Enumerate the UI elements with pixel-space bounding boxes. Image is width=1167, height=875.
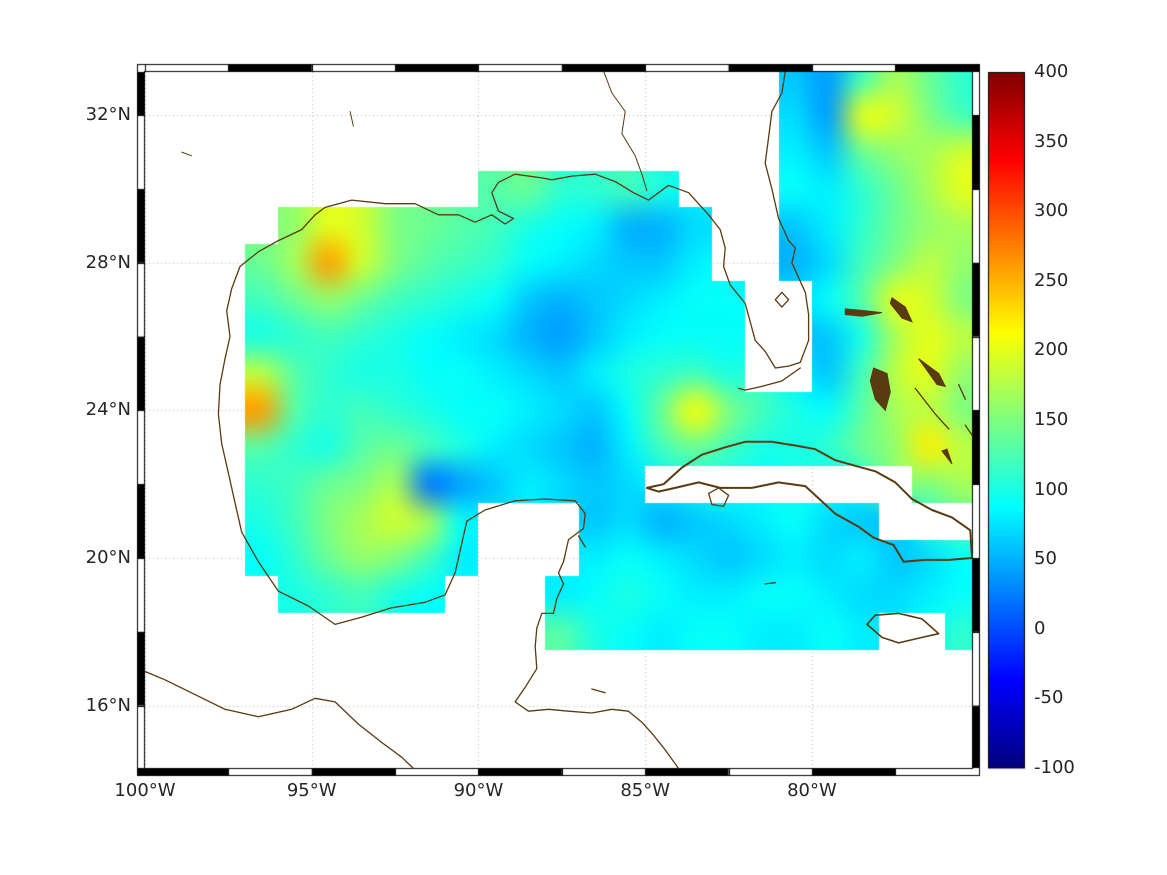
y-tick-label: 24°N xyxy=(85,399,131,421)
y-tick-label: 32°N xyxy=(85,104,131,126)
x-tick-label: 95°W xyxy=(286,780,337,801)
x-tick-label: 100°W xyxy=(114,780,176,801)
y-tick-label: 20°N xyxy=(85,547,131,569)
y-tick-label: 28°N xyxy=(85,251,131,273)
y-tick-label: 16°N xyxy=(85,694,131,716)
colorbar-tick-label: 0 xyxy=(1034,617,1046,639)
colorbar-tick-label: 50 xyxy=(1034,548,1057,570)
colorbar-tick-label: -50 xyxy=(1034,687,1064,709)
x-tick-label: 80°W xyxy=(787,780,837,801)
colorbar-tick-label: 350 xyxy=(1034,130,1069,152)
x-tick-label: 90°W xyxy=(453,780,504,801)
x-tick-label: 85°W xyxy=(620,780,671,801)
colorbar-tick-label: 400 xyxy=(1034,61,1069,82)
colorbar-tick-label: 300 xyxy=(1034,200,1069,222)
colorbar-tick-label: 200 xyxy=(1034,339,1069,361)
colorbar-tick-label: 150 xyxy=(1034,409,1069,430)
colorbar-tick-label: -100 xyxy=(1034,757,1075,778)
colorbar-tick-label: 250 xyxy=(1034,269,1069,291)
colorbar-tick-label: 100 xyxy=(1034,478,1069,500)
